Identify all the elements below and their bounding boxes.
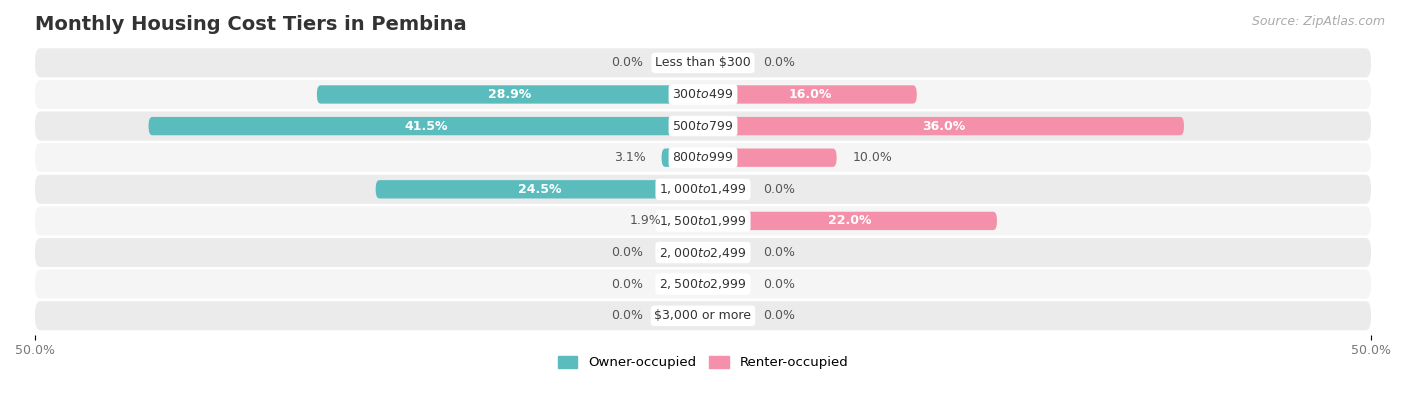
Text: Source: ZipAtlas.com: Source: ZipAtlas.com (1251, 15, 1385, 27)
Text: 0.0%: 0.0% (610, 278, 643, 290)
Text: $500 to $799: $500 to $799 (672, 120, 734, 132)
FancyBboxPatch shape (703, 149, 837, 167)
Text: $1,500 to $1,999: $1,500 to $1,999 (659, 214, 747, 228)
FancyBboxPatch shape (35, 270, 1371, 299)
FancyBboxPatch shape (703, 85, 917, 104)
FancyBboxPatch shape (662, 149, 703, 167)
Text: 28.9%: 28.9% (488, 88, 531, 101)
Text: Monthly Housing Cost Tiers in Pembina: Monthly Housing Cost Tiers in Pembina (35, 15, 467, 34)
FancyBboxPatch shape (35, 112, 1371, 141)
FancyBboxPatch shape (35, 301, 1371, 330)
Text: 0.0%: 0.0% (610, 56, 643, 69)
FancyBboxPatch shape (703, 54, 749, 72)
Text: 0.0%: 0.0% (763, 183, 796, 196)
FancyBboxPatch shape (703, 212, 997, 230)
FancyBboxPatch shape (35, 48, 1371, 78)
FancyBboxPatch shape (657, 243, 703, 262)
Text: 1.9%: 1.9% (630, 215, 662, 227)
FancyBboxPatch shape (657, 275, 703, 293)
Text: $1,000 to $1,499: $1,000 to $1,499 (659, 182, 747, 196)
Legend: Owner-occupied, Renter-occupied: Owner-occupied, Renter-occupied (553, 351, 853, 375)
Text: $2,500 to $2,999: $2,500 to $2,999 (659, 277, 747, 291)
FancyBboxPatch shape (703, 243, 749, 262)
Text: 0.0%: 0.0% (763, 56, 796, 69)
Text: Less than $300: Less than $300 (655, 56, 751, 69)
Text: 0.0%: 0.0% (610, 246, 643, 259)
FancyBboxPatch shape (703, 275, 749, 293)
Text: $2,000 to $2,499: $2,000 to $2,499 (659, 246, 747, 259)
FancyBboxPatch shape (703, 180, 749, 198)
Text: 36.0%: 36.0% (922, 120, 965, 132)
Text: 41.5%: 41.5% (404, 120, 447, 132)
FancyBboxPatch shape (657, 307, 703, 325)
Text: $3,000 or more: $3,000 or more (655, 309, 751, 322)
Text: 0.0%: 0.0% (763, 309, 796, 322)
FancyBboxPatch shape (35, 238, 1371, 267)
FancyBboxPatch shape (35, 143, 1371, 172)
FancyBboxPatch shape (316, 85, 703, 104)
Text: 0.0%: 0.0% (763, 246, 796, 259)
FancyBboxPatch shape (35, 206, 1371, 235)
Text: 0.0%: 0.0% (763, 278, 796, 290)
FancyBboxPatch shape (149, 117, 703, 135)
FancyBboxPatch shape (703, 117, 1184, 135)
FancyBboxPatch shape (657, 54, 703, 72)
FancyBboxPatch shape (35, 80, 1371, 109)
Text: 16.0%: 16.0% (789, 88, 831, 101)
FancyBboxPatch shape (678, 212, 703, 230)
Text: 10.0%: 10.0% (852, 151, 893, 164)
FancyBboxPatch shape (703, 307, 749, 325)
Text: 0.0%: 0.0% (610, 309, 643, 322)
Text: $300 to $499: $300 to $499 (672, 88, 734, 101)
Text: 3.1%: 3.1% (614, 151, 645, 164)
Text: 24.5%: 24.5% (517, 183, 561, 196)
FancyBboxPatch shape (35, 175, 1371, 204)
Text: $800 to $999: $800 to $999 (672, 151, 734, 164)
Text: 22.0%: 22.0% (828, 215, 872, 227)
FancyBboxPatch shape (375, 180, 703, 198)
